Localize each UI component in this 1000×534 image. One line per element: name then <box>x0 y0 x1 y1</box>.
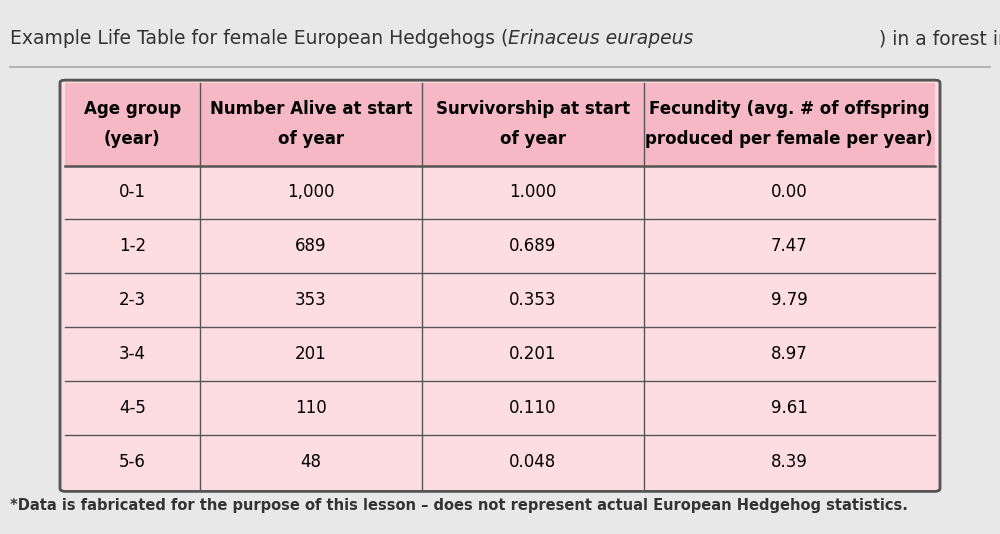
Text: 0.048: 0.048 <box>509 453 556 470</box>
Text: 0-1: 0-1 <box>119 184 146 201</box>
Text: Number Alive at start: Number Alive at start <box>210 100 412 118</box>
Text: Example Life Table for female European Hedgehogs (: Example Life Table for female European H… <box>10 29 508 49</box>
Text: ) in a forest in southern Wales*:: ) in a forest in southern Wales*: <box>879 29 1000 49</box>
Text: 1,000: 1,000 <box>287 184 335 201</box>
Text: 0.353: 0.353 <box>509 291 556 309</box>
Text: of year: of year <box>278 130 344 148</box>
Text: 0.689: 0.689 <box>509 237 556 255</box>
Text: 110: 110 <box>295 399 327 417</box>
FancyBboxPatch shape <box>60 80 940 491</box>
Text: 4-5: 4-5 <box>119 399 146 417</box>
Text: 8.97: 8.97 <box>771 345 808 363</box>
Text: (year): (year) <box>104 130 161 148</box>
Text: 0.110: 0.110 <box>509 399 556 417</box>
Text: of year: of year <box>500 130 566 148</box>
Text: 48: 48 <box>300 453 321 470</box>
Text: *Data is fabricated for the purpose of this lesson – does not represent actual E: *Data is fabricated for the purpose of t… <box>10 498 908 513</box>
Text: Fecundity (avg. # of offspring: Fecundity (avg. # of offspring <box>649 100 930 118</box>
Text: 689: 689 <box>295 237 327 255</box>
Text: 5-6: 5-6 <box>119 453 146 470</box>
Text: produced per female per year): produced per female per year) <box>645 130 933 148</box>
Text: 9.79: 9.79 <box>771 291 808 309</box>
Text: 1.000: 1.000 <box>509 184 556 201</box>
Text: Survivorship at start: Survivorship at start <box>436 100 630 118</box>
Text: 2-3: 2-3 <box>119 291 146 309</box>
Text: 7.47: 7.47 <box>771 237 808 255</box>
Text: 353: 353 <box>295 291 327 309</box>
Text: 0.201: 0.201 <box>509 345 556 363</box>
Bar <box>65 83 935 166</box>
Text: 8.39: 8.39 <box>771 453 808 470</box>
Text: 201: 201 <box>295 345 327 363</box>
Text: Erinaceus eurapeus: Erinaceus eurapeus <box>508 29 694 49</box>
Text: 3-4: 3-4 <box>119 345 146 363</box>
Text: 1-2: 1-2 <box>119 237 146 255</box>
Text: 0.00: 0.00 <box>771 184 808 201</box>
Text: 9.61: 9.61 <box>771 399 808 417</box>
Text: Age group: Age group <box>84 100 181 118</box>
